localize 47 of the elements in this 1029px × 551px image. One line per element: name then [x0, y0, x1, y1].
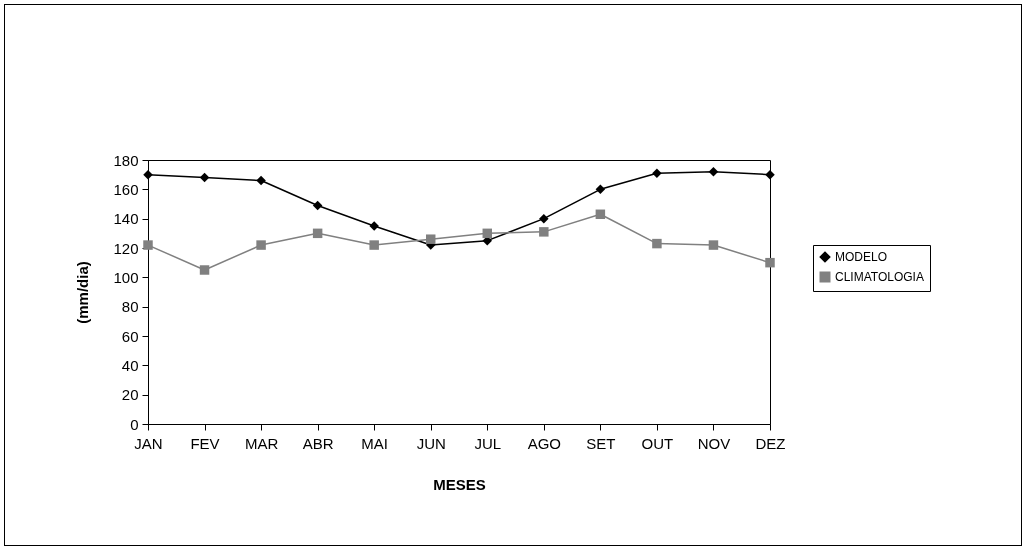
- y-tick-label: 180: [113, 151, 139, 169]
- point: [595, 209, 606, 220]
- x-axis-title: MESES: [433, 475, 486, 493]
- x-tick-label: JUL: [474, 434, 502, 452]
- point: [765, 169, 775, 180]
- point: [199, 265, 210, 275]
- point: [143, 169, 153, 180]
- y-tick-label: 60: [121, 327, 139, 345]
- x-tick-label: OUT: [641, 434, 674, 452]
- point: [143, 240, 153, 250]
- point: [539, 213, 549, 224]
- point: [369, 240, 379, 250]
- legend-label: MODELO: [835, 250, 888, 264]
- x-tick-label: JAN: [134, 434, 163, 452]
- point: [539, 227, 549, 237]
- point: [652, 238, 662, 249]
- y-axis-title: (mm/dia): [74, 261, 92, 324]
- point: [708, 166, 719, 177]
- y-tick-label: 80: [121, 298, 139, 316]
- point: [482, 228, 493, 239]
- point: [256, 240, 266, 250]
- x-tick-label: AGO: [527, 434, 561, 452]
- y-tick-label: 40: [121, 356, 139, 374]
- legend-label: CLIMATOLOGIA: [835, 270, 924, 284]
- point: [256, 175, 266, 186]
- x-tick-label: MAR: [244, 434, 279, 452]
- point: [312, 200, 323, 211]
- y-tick-label: 20: [121, 386, 139, 404]
- x-tick-label: NOV: [697, 434, 731, 452]
- x-tick-label: FEV: [190, 434, 220, 452]
- point: [652, 168, 662, 178]
- point: [312, 228, 323, 239]
- y-tick-label: 120: [113, 239, 139, 257]
- point: [708, 240, 719, 250]
- y-tick-label: 100: [113, 268, 139, 286]
- y-tick-label: 140: [113, 210, 139, 228]
- x-tick-label: DEZ: [755, 434, 786, 452]
- y-tick-label: 0: [130, 415, 139, 433]
- point: [765, 257, 775, 268]
- y-tick-label: 160: [113, 180, 139, 198]
- point: [595, 184, 606, 195]
- x-tick-label: MAI: [361, 434, 389, 452]
- x-tick-label: SET: [586, 434, 616, 452]
- point: [425, 234, 436, 244]
- x-tick-label: JUN: [416, 434, 446, 452]
- point: [199, 172, 210, 183]
- x-tick-label: ABR: [302, 434, 334, 452]
